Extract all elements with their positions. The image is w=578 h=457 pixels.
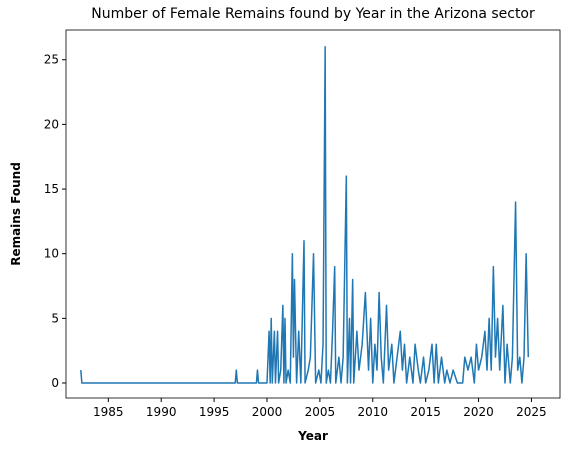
y-tick-label: 10 <box>44 247 59 261</box>
x-tick-label: 2010 <box>357 405 388 419</box>
x-tick-label: 2020 <box>463 405 494 419</box>
y-tick-label: 25 <box>44 53 59 67</box>
x-tick-label: 2005 <box>305 405 336 419</box>
x-tick-label: 1990 <box>146 405 177 419</box>
y-tick-label: 5 <box>51 311 59 325</box>
y-tick-label: 20 <box>44 117 59 131</box>
y-tick-label: 0 <box>51 376 59 390</box>
x-tick-label: 2025 <box>516 405 547 419</box>
y-axis-label: Remains Found <box>9 162 23 266</box>
chart-title: Number of Female Remains found by Year i… <box>91 6 535 22</box>
x-tick-label: 2000 <box>252 405 283 419</box>
x-tick-label: 2015 <box>410 405 441 419</box>
line <box>80 46 530 384</box>
x-axis-label: Year <box>297 429 328 443</box>
x-tick-label: 1995 <box>199 405 230 419</box>
x-tick-label: 1985 <box>93 405 124 419</box>
y-tick-label: 15 <box>44 182 59 196</box>
plot-frame <box>65 29 561 399</box>
